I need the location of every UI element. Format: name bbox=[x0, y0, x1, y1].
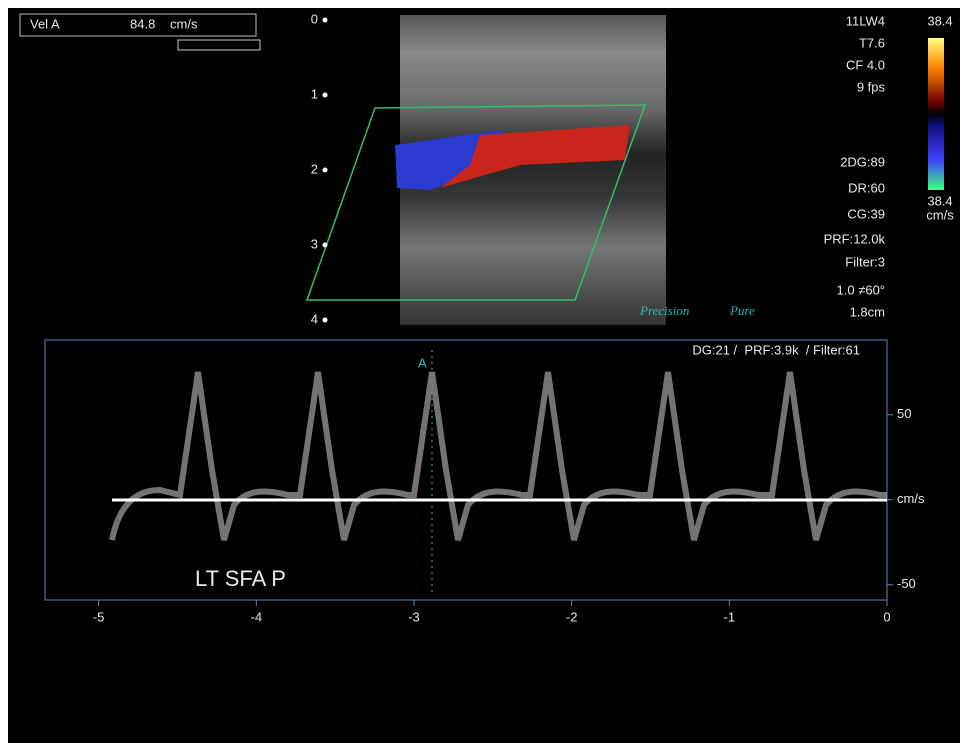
setting: T7.6 bbox=[859, 35, 885, 50]
setting: CG:39 bbox=[847, 206, 885, 221]
y-tick-label: 50 bbox=[897, 406, 911, 421]
depth-label: 3 bbox=[311, 236, 318, 251]
setting: 1.8cm bbox=[850, 304, 885, 319]
setting: 9 fps bbox=[857, 79, 886, 94]
setting: PRF:12.0k bbox=[824, 231, 886, 246]
color-scale-unit: cm/s bbox=[926, 207, 954, 222]
measurement-unit: cm/s bbox=[170, 16, 198, 31]
setting: 1.0 ≠60° bbox=[837, 282, 885, 297]
cursor-marker: A bbox=[418, 355, 427, 370]
x-tick-label: -4 bbox=[251, 609, 263, 624]
y-tick-label: cm/s bbox=[897, 491, 925, 506]
spectral-header: DG:21 / PRF:3.9k / Filter:61 bbox=[692, 342, 860, 357]
setting: CF 4.0 bbox=[846, 57, 885, 72]
color-scale-min: 38.4 bbox=[927, 193, 952, 208]
depth-label: 2 bbox=[311, 161, 318, 176]
color-bar bbox=[928, 38, 944, 190]
x-tick-label: -5 bbox=[93, 609, 105, 624]
y-tick-label: -50 bbox=[897, 576, 916, 591]
setting: DR:60 bbox=[848, 180, 885, 195]
ultrasound-screen: Vel A 84.8 cm/s 38.4 38.4 cm/s Precision… bbox=[0, 0, 960, 743]
depth-tick bbox=[323, 18, 328, 23]
depth-tick bbox=[323, 318, 328, 323]
vessel-label: LT SFA P bbox=[195, 566, 286, 591]
depth-tick bbox=[323, 243, 328, 248]
depth-label: 0 bbox=[311, 11, 318, 26]
setting: Filter:3 bbox=[845, 254, 885, 269]
x-tick-label: -1 bbox=[724, 609, 736, 624]
depth-label: 4 bbox=[311, 311, 318, 326]
depth-tick bbox=[323, 168, 328, 173]
depth-label: 1 bbox=[311, 86, 318, 101]
color-scale-max: 38.4 bbox=[927, 13, 952, 28]
measurement-label: Vel A bbox=[30, 16, 60, 31]
x-tick-label: -2 bbox=[566, 609, 578, 624]
x-tick-label: -3 bbox=[408, 609, 420, 624]
x-tick-label: 0 bbox=[883, 609, 890, 624]
setting: 2DG:89 bbox=[840, 154, 885, 169]
setting: 11LW4 bbox=[846, 13, 885, 28]
logo-precision: Precision bbox=[639, 303, 689, 318]
measurement-value: 84.8 bbox=[130, 16, 155, 31]
logo-pure: Pure bbox=[729, 303, 755, 318]
depth-tick bbox=[323, 93, 328, 98]
